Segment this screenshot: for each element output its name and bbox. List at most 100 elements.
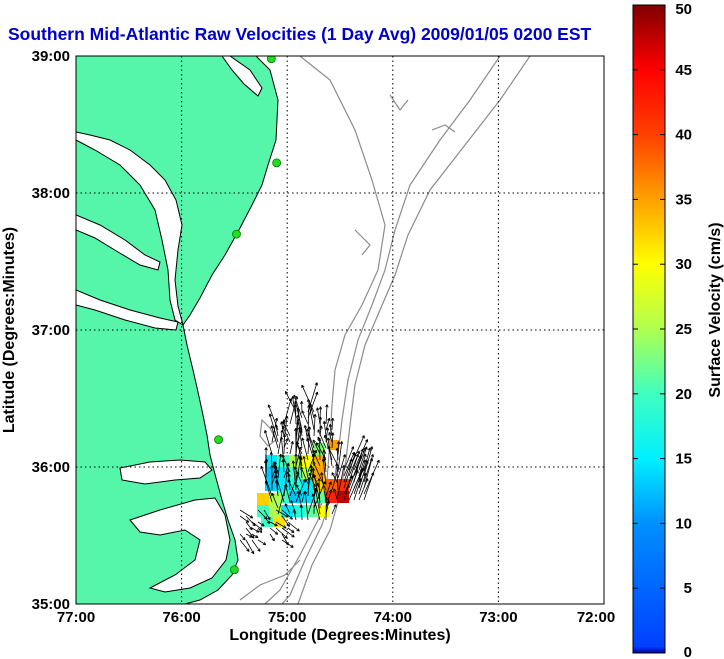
velocity-arrow — [299, 504, 303, 521]
velocity-arrow — [353, 439, 369, 471]
velocity-arrow — [286, 463, 291, 491]
velocity-arrow — [239, 509, 254, 519]
velocity-arrow — [282, 434, 287, 455]
colorbar-tick-label: 25 — [675, 321, 692, 338]
velocity-arrow — [287, 521, 300, 532]
colorbar-tick-label: 50 — [675, 1, 692, 18]
colorbar-tick-label: 35 — [675, 191, 692, 208]
y-tick-label: 38:00 — [32, 185, 70, 202]
velocity-arrow — [299, 401, 304, 413]
colorbar-tick-label: 10 — [675, 515, 692, 532]
velocity-arrow — [325, 417, 331, 431]
velocity-arrow — [251, 521, 263, 530]
velocity-arrow — [281, 527, 295, 538]
delaware-bay — [221, 56, 263, 97]
x-tick-label: 77:00 — [57, 609, 95, 626]
y-tick-label: 36:00 — [32, 459, 70, 476]
velocity-arrow — [321, 458, 327, 485]
x-axis-label: Longitude (Degrees:Minutes) — [229, 627, 450, 644]
velocity-arrow — [251, 533, 259, 539]
velocity-arrow — [271, 492, 279, 509]
velocity-arrow — [264, 447, 268, 461]
velocity-arrow — [307, 391, 319, 419]
colorbar-tick-label: 0 — [684, 644, 692, 659]
colorbar — [632, 4, 666, 654]
velocity-arrow — [264, 480, 273, 503]
velocity-arrow — [281, 425, 291, 443]
radar-station-marker — [266, 56, 276, 64]
velocity-arrow — [277, 453, 283, 479]
velocity-arrow — [263, 509, 271, 521]
velocity-arrow — [335, 463, 339, 491]
colorbar-label: Surface Velocity (cm/s) — [707, 222, 724, 397]
velocity-arrow — [330, 417, 335, 431]
velocity-arrow — [281, 454, 291, 473]
x-tick-label: 76:00 — [162, 609, 200, 626]
velocity-arrow — [282, 421, 291, 437]
velocity-arrow — [317, 478, 321, 509]
radar-stations — [214, 56, 282, 575]
velocity-arrow — [312, 474, 321, 503]
velocity-arrow — [300, 466, 309, 485]
velocity-arrow — [301, 410, 309, 425]
potomac-river — [76, 214, 161, 271]
velocity-arrow — [331, 432, 335, 449]
velocity-arrow — [335, 447, 340, 461]
y-axis-ticks: 39:00 38:00 37:00 36:00 35:00 — [32, 48, 70, 613]
colorbar-tick-label: 5 — [684, 580, 692, 597]
velocity-arrow — [274, 424, 279, 437]
velocity-arrow — [326, 437, 333, 467]
velocity-arrow — [245, 533, 253, 538]
velocity-arrow — [284, 484, 291, 503]
colorbar-tick-label: 40 — [675, 127, 692, 144]
velocity-arrow — [270, 425, 279, 449]
velocity-arrow — [269, 451, 274, 467]
x-tick-label: 72:00 — [577, 609, 615, 626]
y-tick-label: 35:00 — [32, 596, 70, 613]
velocity-arrow — [348, 450, 361, 483]
velocity-arrow — [260, 465, 273, 497]
radar-station-marker — [232, 229, 241, 239]
velocity-arrow — [363, 446, 374, 477]
velocity-arrow — [292, 509, 297, 521]
radar-station-marker — [272, 158, 282, 168]
velocity-arrow — [294, 453, 298, 479]
velocity-arrow — [320, 472, 327, 503]
velocity-arrow — [269, 527, 279, 535]
velocity-arrow — [328, 432, 333, 443]
velocity-arrow — [239, 539, 250, 552]
velocity-arrow — [312, 439, 321, 455]
velocity-arrow — [257, 521, 265, 527]
x-tick-label: 74:00 — [374, 609, 412, 626]
radar-station-marker — [214, 435, 223, 445]
velocity-arrow — [312, 461, 327, 491]
velocity-arrow — [268, 413, 279, 443]
velocity-vectors — [239, 382, 380, 555]
pamlico-sound — [129, 497, 231, 593]
velocity-arrow — [281, 509, 293, 520]
velocity-arrow — [293, 394, 303, 419]
map-axes-frame — [75, 55, 605, 605]
velocity-arrow — [274, 474, 285, 503]
velocity-arrow — [313, 413, 317, 437]
velocity-arrow — [333, 488, 339, 503]
velocity-arrow — [358, 446, 368, 471]
velocity-arrow — [251, 539, 261, 552]
velocity-arrow — [295, 479, 306, 503]
velocity-arrow — [284, 503, 291, 515]
velocity-arrow — [295, 484, 303, 497]
velocity-arrow — [311, 493, 321, 521]
velocity-arrow — [331, 472, 339, 485]
map-plot-area — [76, 56, 604, 604]
velocity-arrow — [301, 437, 309, 461]
velocity-arrow — [363, 472, 375, 501]
velocity-arrow — [279, 436, 285, 467]
colorbar-tick-label: 30 — [675, 256, 692, 273]
velocity-arrow — [257, 539, 267, 546]
velocity-arrow — [245, 539, 255, 555]
x-tick-label: 75:00 — [268, 609, 306, 626]
velocity-arrow — [287, 479, 297, 497]
x-axis-ticks: 77:00 76:00 75:00 74:00 73:00 72:00 — [57, 609, 615, 626]
